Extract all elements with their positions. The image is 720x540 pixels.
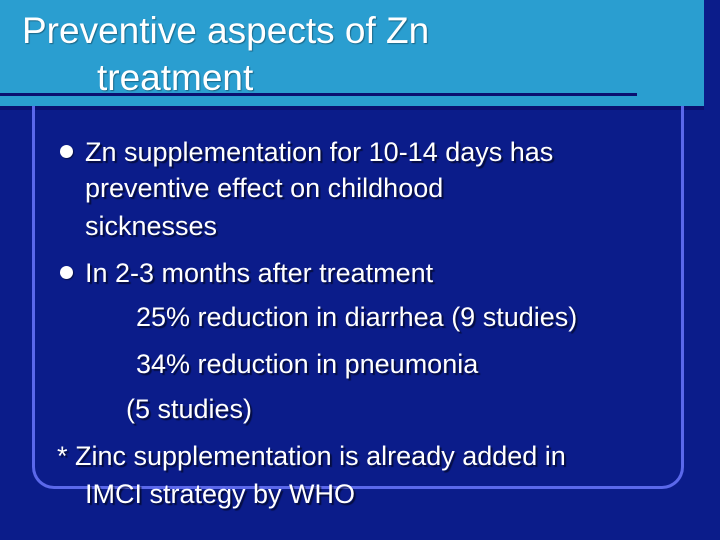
bullet-1-line-2: preventive effect on childhood	[85, 173, 444, 203]
bullet-dot-2	[60, 266, 73, 279]
bullet-1-line-1: Zn supplementation for 10-14 days has	[85, 137, 554, 167]
sub-point-pneumonia-studies: (5 studies)	[126, 394, 253, 424]
title-band: Preventive aspects of Zn treatment	[0, 0, 704, 110]
title-underline	[0, 93, 637, 96]
sub-point-diarrhea: 25% reduction in diarrhea (9 studies)	[136, 302, 578, 332]
slide-title-line-1: Preventive aspects of Zn	[22, 10, 430, 51]
note-line-1: * Zinc supplementation is already added …	[57, 441, 566, 471]
bullet-1-line-3: sicknesses	[85, 211, 218, 241]
content-frame	[32, 106, 684, 489]
sub-point-pneumonia: 34% reduction in pneumonia	[136, 349, 479, 379]
slide-title-line-2: treatment	[97, 57, 254, 98]
bullet-2-line-1: In 2-3 months after treatment	[85, 258, 434, 288]
bullet-dot-1	[60, 145, 73, 158]
note-line-2: IMCI strategy by WHO	[85, 479, 356, 509]
